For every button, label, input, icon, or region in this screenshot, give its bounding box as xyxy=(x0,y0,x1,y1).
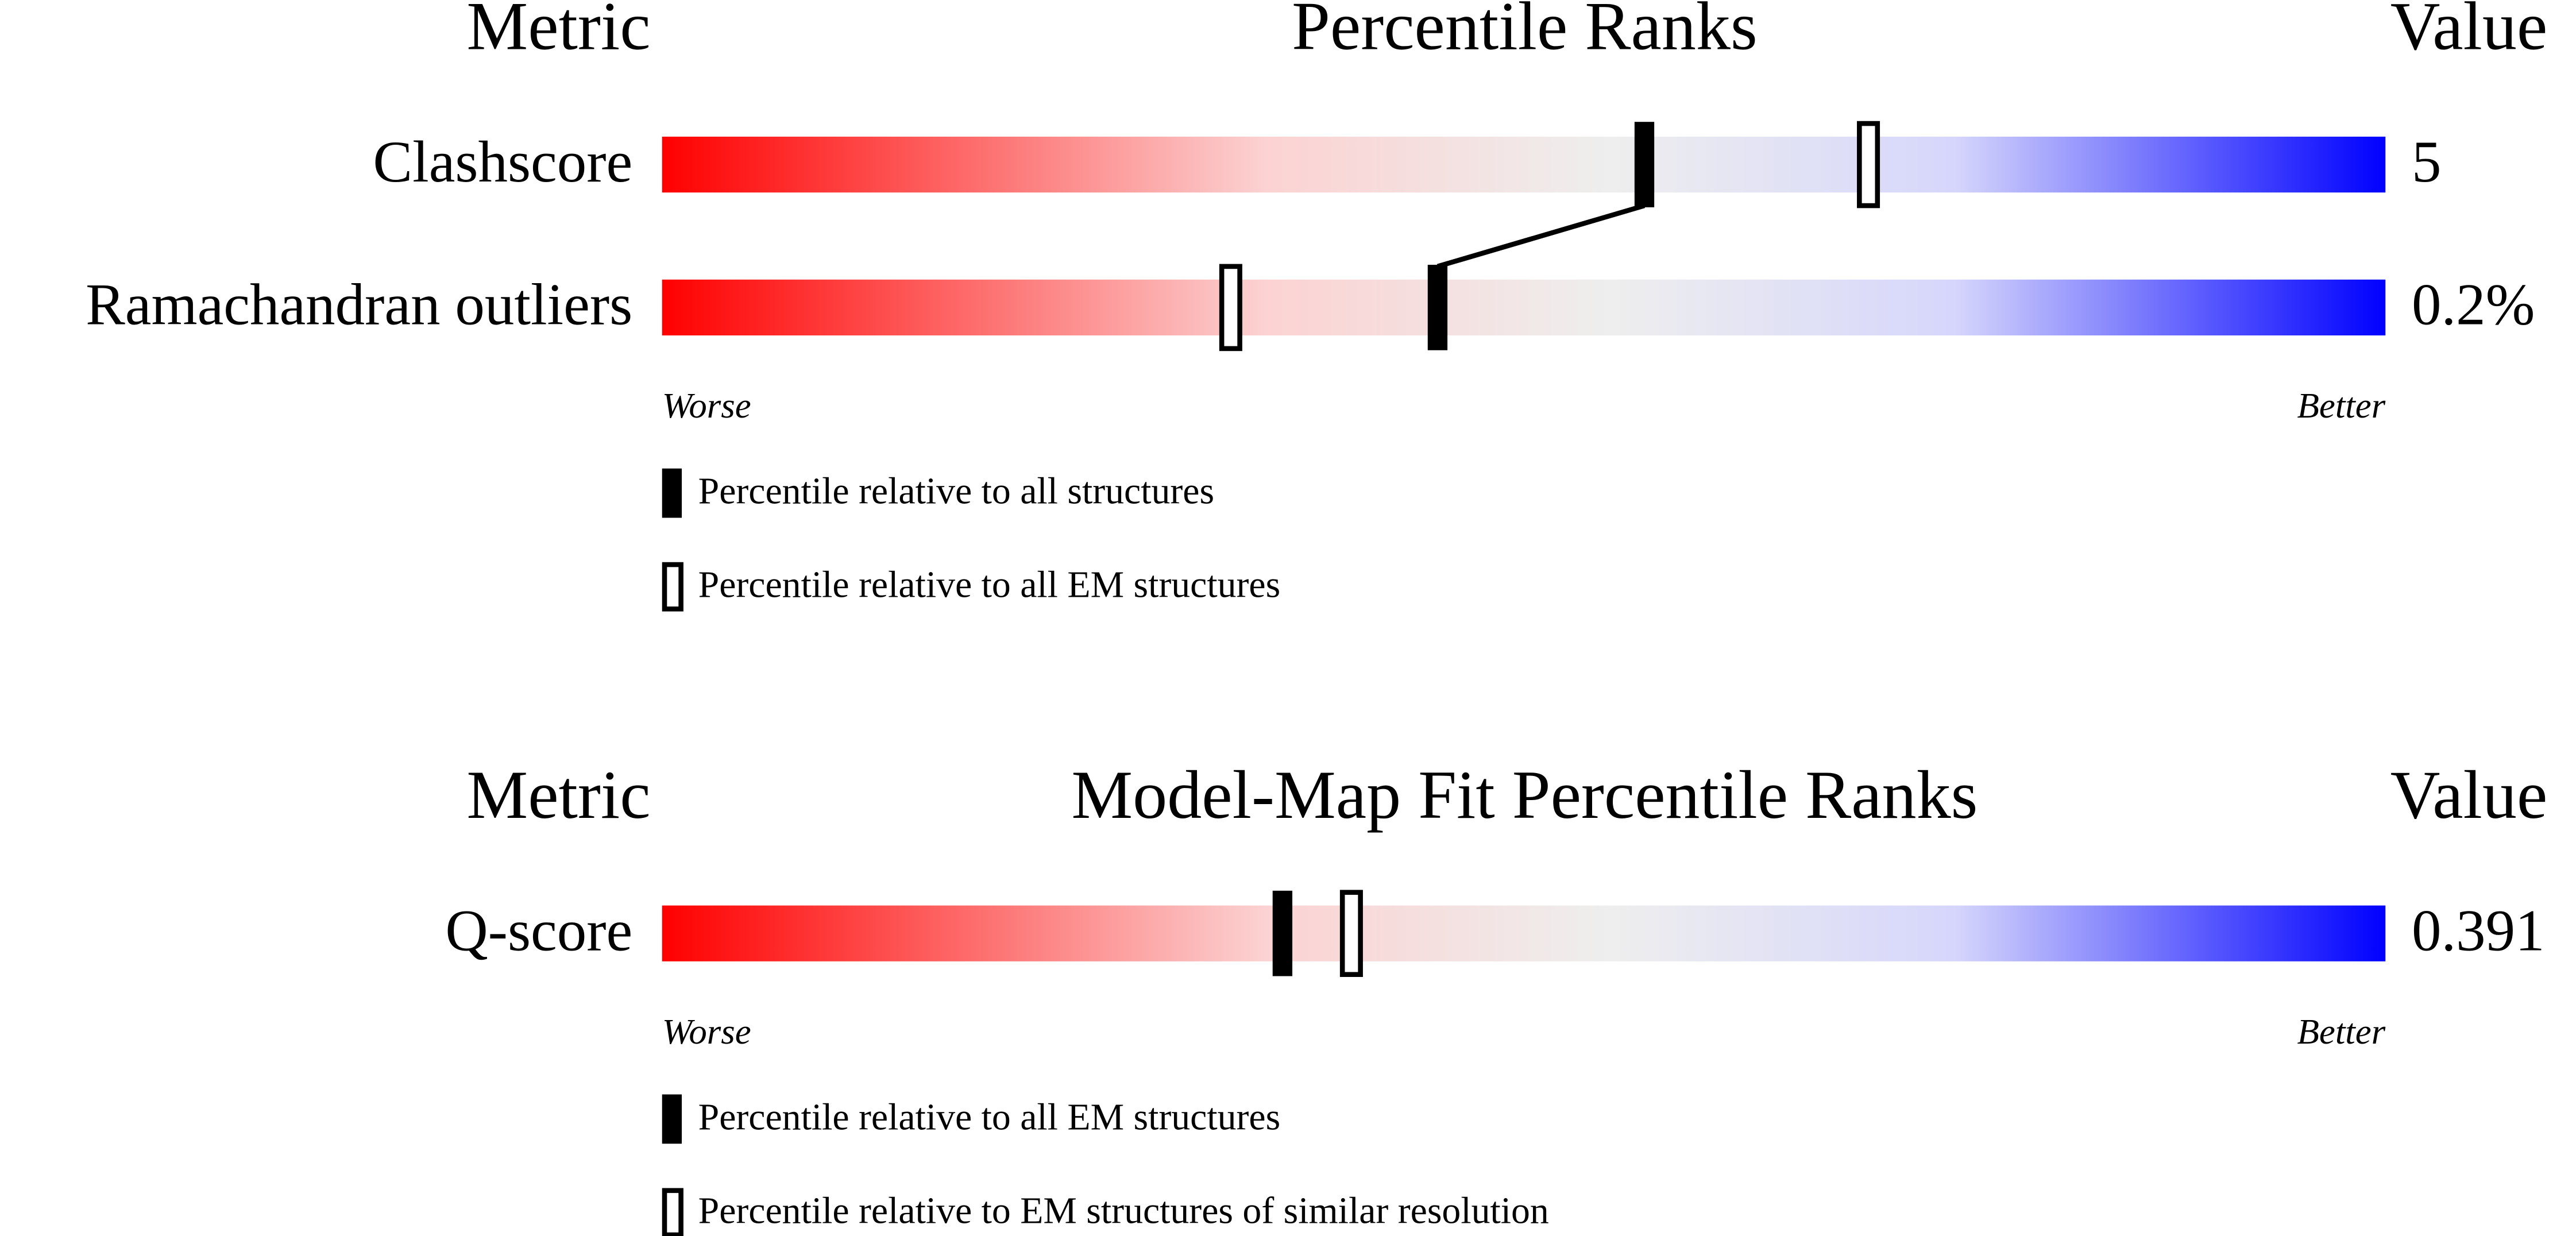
legend-label: Percentile relative to all EM structures xyxy=(698,564,1281,606)
marker-outline xyxy=(1219,264,1242,352)
worse-label: Worse xyxy=(662,385,751,426)
legend-marker xyxy=(662,562,683,612)
value-header: Value xyxy=(2390,756,2548,833)
legend-label: Percentile relative to all EM structures xyxy=(698,1096,1281,1138)
value-header: Value xyxy=(2390,0,2548,64)
legend-label: Percentile relative to all structures xyxy=(698,470,1214,512)
gradient-bar xyxy=(662,905,2386,961)
metric-name: Ramachandran outliers xyxy=(86,272,632,338)
metric-name: Q-score xyxy=(445,898,632,964)
metric-value: 5 xyxy=(2412,129,2441,195)
connector-line xyxy=(1436,203,1646,269)
chart-title: Percentile Ranks xyxy=(1292,0,1758,64)
marker-outline xyxy=(1339,890,1363,977)
chart-title: Model-Map Fit Percentile Ranks xyxy=(1071,756,1978,833)
metric-value: 0.2% xyxy=(2412,272,2535,338)
better-label: Better xyxy=(2297,1011,2385,1052)
legend-marker xyxy=(662,468,682,518)
gradient-bar xyxy=(662,136,2386,193)
legend-marker xyxy=(662,1188,683,1236)
marker-filled xyxy=(1427,265,1448,350)
metric-header: Metric xyxy=(466,0,650,64)
legend-marker xyxy=(662,1094,682,1144)
marker-filled xyxy=(1272,890,1293,976)
better-label: Better xyxy=(2297,385,2385,426)
metric-header: Metric xyxy=(466,756,650,833)
marker-filled xyxy=(1634,122,1655,207)
metric-name: Clashscore xyxy=(373,129,632,195)
gradient-bar xyxy=(662,279,2386,336)
legend-label: Percentile relative to EM structures of … xyxy=(698,1189,1549,1231)
metric-value: 0.391 xyxy=(2412,898,2545,964)
worse-label: Worse xyxy=(662,1011,751,1052)
marker-outline xyxy=(1857,121,1880,208)
